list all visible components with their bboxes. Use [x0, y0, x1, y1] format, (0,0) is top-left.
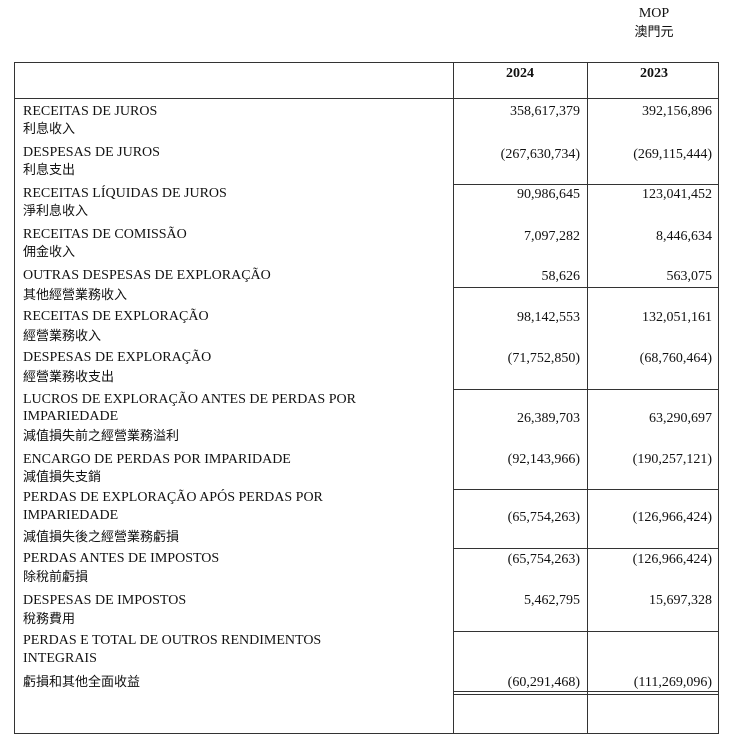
row-label: RECEITAS DE JUROS	[23, 104, 158, 119]
value-2024: 58,626	[541, 269, 581, 284]
column-divider	[453, 62, 454, 734]
border	[14, 62, 719, 63]
value-2024: 358,617,379	[510, 104, 580, 119]
value-2024: (60,291,468)	[507, 675, 580, 690]
row-label-zh: 經營業務收入	[23, 329, 102, 344]
row-label: IMPARIEDADE	[23, 508, 119, 523]
currency: MOP	[638, 6, 670, 21]
row-label-zh: 除稅前虧損	[23, 570, 89, 585]
currency-zh: 澳門元	[634, 25, 674, 40]
value-2023: (111,269,096)	[633, 675, 712, 690]
row-label-zh: 利息支出	[23, 163, 76, 178]
row-label-zh: 減值損失支銷	[23, 470, 102, 485]
value-2023: (68,760,464)	[639, 351, 712, 366]
row-label: PERDAS DE EXPLORAÇÃO APÓS PERDAS POR	[23, 490, 323, 505]
value-2024: 7,097,282	[524, 229, 580, 244]
value-2023: 63,290,697	[649, 411, 712, 426]
row-label-zh: 佣金收入	[23, 245, 76, 260]
value-2023: (269,115,444)	[633, 147, 712, 162]
border	[14, 733, 719, 734]
row-label-zh: 經營業務收支出	[23, 370, 115, 385]
row-label: INTEGRAIS	[23, 651, 97, 666]
row-label-zh: 虧損和其他全面收益	[23, 675, 141, 690]
row-label-zh: 減值損失前之經營業務溢利	[23, 429, 180, 444]
column-header: 2023	[640, 66, 668, 81]
value-2024: 90,986,645	[517, 187, 580, 202]
row-label: LUCROS DE EXPLORAÇÃO ANTES DE PERDAS POR	[23, 392, 356, 407]
value-2023: 392,156,896	[642, 104, 712, 119]
row-label: IMPARIEDADE	[23, 409, 119, 424]
value-2023: 132,051,161	[642, 310, 712, 325]
value-2023: 15,697,328	[649, 593, 712, 608]
value-2023: 123,041,452	[642, 187, 712, 202]
column-divider	[587, 62, 588, 734]
row-label: PERDAS E TOTAL DE OUTROS RENDIMENTOS	[23, 633, 322, 648]
row-label: DESPESAS DE IMPOSTOS	[23, 593, 187, 608]
subtotal-rule	[453, 389, 719, 390]
row-label: OUTRAS DESPESAS DE EXPLORAÇÃO	[23, 268, 271, 283]
row-label: RECEITAS DE EXPLORAÇÃO	[23, 309, 209, 324]
value-2023: 563,075	[666, 269, 713, 284]
row-label-zh: 減值損失後之經營業務虧損	[23, 530, 180, 545]
row-label: DESPESAS DE EXPLORAÇÃO	[23, 350, 212, 365]
value-2024: (65,754,263)	[507, 510, 580, 525]
row-label: RECEITAS LÍQUIDAS DE JUROS	[23, 186, 227, 201]
subtotal-rule	[453, 631, 719, 632]
value-2024: 98,142,553	[517, 310, 580, 325]
value-2024: (92,143,966)	[507, 452, 580, 467]
row-label: PERDAS ANTES DE IMPOSTOS	[23, 551, 220, 566]
value-2024: (267,630,734)	[500, 147, 580, 162]
header-rule	[14, 98, 719, 99]
subtotal-rule	[453, 548, 719, 549]
value-2023: (126,966,424)	[632, 510, 712, 525]
subtotal-rule	[453, 287, 719, 288]
row-label-zh: 稅務費用	[23, 612, 76, 627]
row-label-zh: 其他經營業務收入	[23, 288, 128, 303]
row-label: DESPESAS DE JUROS	[23, 145, 160, 160]
border	[718, 62, 719, 734]
value-2023: 8,446,634	[656, 229, 712, 244]
value-2024: (71,752,850)	[507, 351, 580, 366]
value-2023: (126,966,424)	[632, 552, 712, 567]
row-label: ENCARGO DE PERDAS POR IMPARIDADE	[23, 452, 291, 467]
total-rule	[453, 691, 719, 692]
subtotal-rule	[453, 489, 719, 490]
value-2023: (190,257,121)	[632, 452, 712, 467]
row-label-zh: 淨利息收入	[23, 204, 89, 219]
value-2024: 5,462,795	[524, 593, 580, 608]
total-rule	[453, 694, 719, 695]
row-label-zh: 利息收入	[23, 122, 76, 137]
value-2024: 26,389,703	[517, 411, 580, 426]
row-label: RECEITAS DE COMISSÃO	[23, 227, 187, 242]
value-2024: (65,754,263)	[507, 552, 580, 567]
column-header: 2024	[506, 66, 534, 81]
subtotal-rule	[453, 184, 719, 185]
border	[14, 62, 15, 734]
